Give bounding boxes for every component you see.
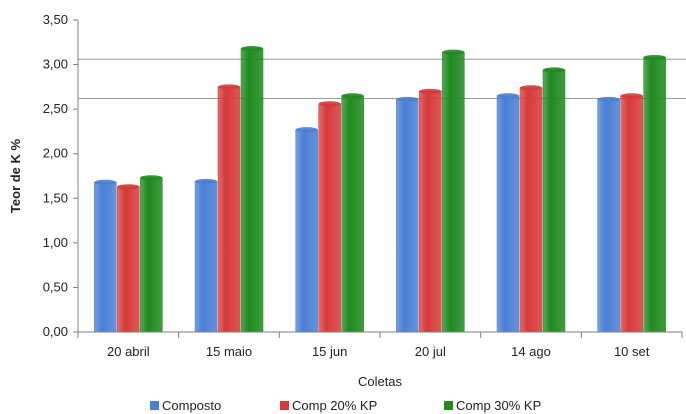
legend-item: Comp 20% KP bbox=[280, 398, 377, 413]
legend-swatch bbox=[280, 401, 289, 410]
legend: Composto Comp 20% KP Comp 30% KP bbox=[150, 398, 541, 413]
y-tick-label: 2,00 bbox=[43, 146, 68, 161]
x-tick-label: 15 jun bbox=[312, 344, 347, 359]
bar-cap bbox=[520, 85, 542, 91]
bar bbox=[194, 181, 218, 333]
bar bbox=[620, 95, 643, 333]
bar bbox=[643, 57, 666, 333]
bar-cap bbox=[318, 101, 341, 107]
legend-label: Composto bbox=[162, 398, 221, 413]
bar-cap bbox=[140, 175, 163, 181]
bar-cap bbox=[241, 46, 263, 52]
y-tick-label: 1,00 bbox=[43, 235, 68, 250]
y-tick-label: 1,50 bbox=[43, 190, 68, 205]
bar-cap bbox=[419, 88, 442, 94]
legend-label: Comp 20% KP bbox=[292, 398, 377, 413]
bar-cap bbox=[543, 67, 565, 73]
bar bbox=[140, 177, 163, 333]
bar bbox=[396, 99, 419, 333]
legend-item: Comp 30% KP bbox=[444, 398, 541, 413]
bar bbox=[295, 129, 318, 333]
bars bbox=[94, 46, 666, 333]
y-axis-label: Teor de K % bbox=[8, 138, 23, 213]
legend-label: Comp 30% KP bbox=[456, 398, 541, 413]
legend-swatch bbox=[444, 401, 453, 410]
x-axis-ticks: 20 abril 15 maio 15 jun 20 jul 14 ago 10 set bbox=[107, 344, 650, 359]
bar bbox=[442, 51, 465, 333]
y-tick-label: 0,50 bbox=[43, 279, 68, 294]
x-tick-label: 20 abril bbox=[107, 344, 150, 359]
bar-cap bbox=[195, 178, 217, 184]
y-tick-label: 0,00 bbox=[43, 324, 68, 339]
legend-item: Composto bbox=[150, 398, 221, 413]
x-tick-label: 15 maio bbox=[206, 344, 252, 359]
x-tick-label: 20 jul bbox=[415, 344, 446, 359]
bar bbox=[519, 87, 543, 333]
bar-cap bbox=[295, 127, 318, 133]
bar bbox=[217, 86, 241, 333]
bar bbox=[94, 181, 117, 333]
bar bbox=[496, 95, 520, 333]
bar bbox=[419, 91, 442, 333]
axes bbox=[73, 19, 683, 338]
bar bbox=[318, 103, 341, 333]
bar-cap bbox=[442, 49, 465, 55]
y-axis-ticks: 0,00 0,50 1,00 1,50 2,00 2,50 3,00 3,50 bbox=[43, 12, 68, 339]
bar bbox=[542, 69, 566, 333]
bar-cap bbox=[94, 179, 117, 185]
bar bbox=[117, 186, 140, 333]
bar bbox=[341, 95, 364, 333]
y-tick-label: 3,00 bbox=[43, 57, 68, 72]
y-tick-label: 3,50 bbox=[43, 12, 68, 27]
legend-swatch bbox=[150, 401, 159, 410]
bar-cap bbox=[620, 93, 643, 99]
bar bbox=[240, 48, 264, 333]
bar-cap bbox=[341, 93, 364, 99]
y-tick-label: 2,50 bbox=[43, 101, 68, 116]
bar-cap bbox=[497, 93, 519, 99]
reference-lines bbox=[78, 58, 686, 99]
bar-cap bbox=[643, 54, 666, 60]
x-tick-label: 14 ago bbox=[511, 344, 551, 359]
bar-cap bbox=[117, 184, 140, 190]
bar bbox=[597, 99, 620, 333]
bar-cap bbox=[396, 96, 419, 102]
x-tick-label: 10 set bbox=[614, 344, 650, 359]
x-axis-label: Coletas bbox=[358, 374, 403, 389]
bar-cap bbox=[597, 96, 620, 102]
bar-cap bbox=[218, 84, 240, 90]
